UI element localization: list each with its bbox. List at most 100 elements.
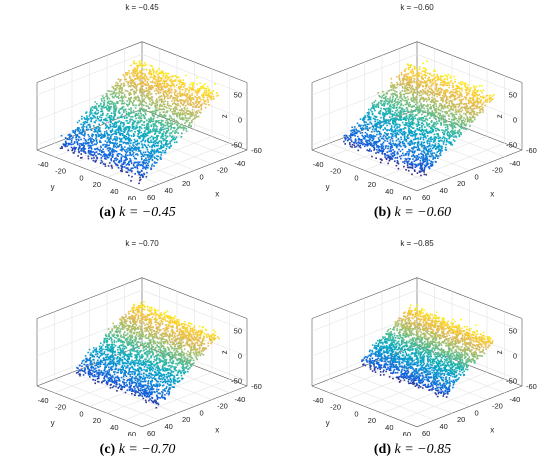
- point: [116, 92, 118, 94]
- point: [363, 121, 366, 124]
- point: [108, 110, 111, 112]
- point: [64, 145, 67, 148]
- point: [192, 118, 194, 121]
- point: [423, 107, 425, 110]
- point: [137, 121, 140, 124]
- point: [393, 85, 396, 88]
- point: [445, 84, 447, 86]
- point: [184, 122, 186, 124]
- chart-panel-b: k = −0.60 -50 0 50 -40 -20 0 20 40 60 -40 -20 0 20 40 6…: [275, 0, 550, 236]
- point: [137, 171, 139, 173]
- point: [417, 128, 420, 131]
- point: [141, 143, 143, 145]
- point: [159, 113, 162, 116]
- point: [422, 138, 425, 141]
- point: [174, 93, 176, 96]
- point: [180, 81, 182, 84]
- point: [421, 126, 423, 128]
- point: [482, 89, 485, 92]
- point: [480, 99, 482, 101]
- point: [118, 88, 121, 90]
- point: [88, 144, 90, 147]
- point: [144, 130, 146, 132]
- point: [473, 116, 476, 119]
- point: [138, 110, 141, 113]
- point: [446, 110, 448, 113]
- point: [411, 150, 414, 153]
- point: [154, 132, 157, 134]
- point: [458, 117, 460, 120]
- point: [467, 84, 469, 86]
- point: [118, 143, 121, 146]
- point: [381, 121, 383, 123]
- point: [452, 91, 454, 93]
- point: [173, 119, 176, 122]
- point: [119, 129, 122, 132]
- point: [451, 115, 454, 118]
- point: [178, 76, 180, 79]
- point: [122, 96, 125, 99]
- point: [130, 84, 133, 87]
- point: [360, 142, 363, 145]
- point: [122, 163, 125, 165]
- point: [109, 137, 111, 139]
- point: [420, 136, 422, 139]
- point: [170, 108, 172, 110]
- point: [103, 131, 106, 133]
- point: [472, 99, 474, 101]
- point: [443, 133, 445, 136]
- point: [212, 90, 215, 92]
- point: [130, 109, 132, 111]
- point: [448, 137, 450, 140]
- point: [140, 153, 143, 155]
- point: [75, 129, 77, 131]
- point: [401, 141, 404, 144]
- point: [156, 142, 159, 145]
- point: [395, 133, 398, 136]
- point: [109, 106, 112, 108]
- point: [94, 107, 96, 109]
- point: [398, 119, 400, 121]
- point: [136, 139, 139, 142]
- point: [119, 84, 122, 87]
- point: [389, 89, 391, 92]
- point: [441, 110, 444, 113]
- point: [443, 90, 446, 92]
- point: [146, 146, 148, 149]
- point: [108, 134, 111, 136]
- point: [127, 161, 130, 164]
- point: [409, 112, 412, 114]
- point: [427, 77, 430, 80]
- point: [150, 86, 153, 89]
- point: [406, 63, 409, 65]
- point: [166, 97, 169, 99]
- point: [364, 134, 366, 137]
- point: [438, 94, 441, 97]
- point: [115, 136, 118, 138]
- point: [396, 94, 398, 96]
- point: [188, 113, 191, 116]
- point: [129, 151, 131, 154]
- point: [411, 111, 414, 114]
- point: [160, 143, 163, 145]
- point: [443, 80, 445, 82]
- point: [159, 156, 162, 159]
- point: [460, 110, 463, 113]
- point: [491, 98, 494, 100]
- point: [359, 146, 362, 149]
- x-tick-label: -60: [251, 146, 262, 155]
- point: [457, 111, 459, 113]
- point: [109, 125, 112, 128]
- point: [471, 110, 474, 113]
- point: [375, 140, 377, 143]
- point: [183, 92, 186, 94]
- point: [110, 157, 113, 160]
- point: [122, 111, 125, 113]
- point: [84, 132, 86, 134]
- point: [448, 82, 450, 84]
- point: [413, 90, 416, 93]
- point: [147, 137, 150, 140]
- point: [413, 105, 415, 108]
- point: [476, 114, 479, 117]
- point: [86, 116, 88, 119]
